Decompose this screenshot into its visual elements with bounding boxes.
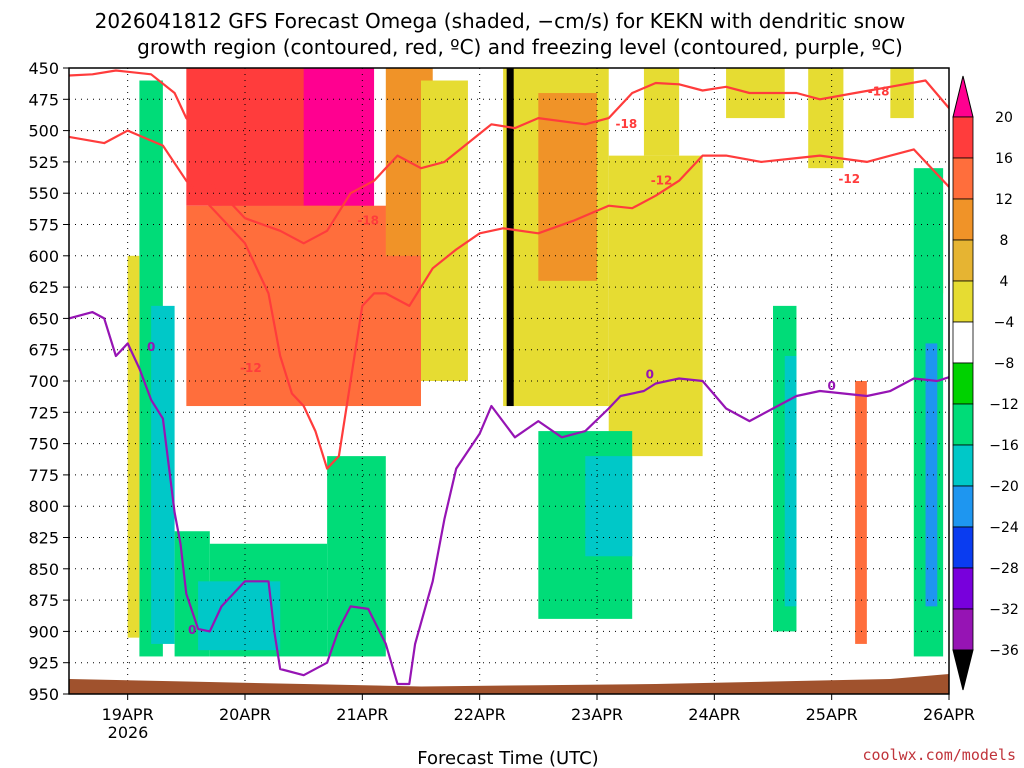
- contour-label: -12: [838, 172, 860, 186]
- omega-cell: [127, 255, 140, 638]
- x-axis: 19APR 20APR 21APR 22APR 23APR 24APR 25APR 26APR: [102, 694, 975, 724]
- contour-label: 0: [827, 379, 835, 393]
- y-tick-label: 950: [28, 685, 59, 704]
- omega-cell: [855, 381, 867, 644]
- omega-cell: [186, 68, 304, 206]
- x-tick-label: 25APR: [806, 705, 858, 724]
- y-tick-label: 875: [28, 591, 59, 610]
- credit-text: coolwx.com/models: [862, 746, 1016, 764]
- y-tick-label: 500: [28, 122, 59, 141]
- chart-title-line2: growth region (contoured, red, ºC) and f…: [137, 35, 903, 59]
- y-tick-label: 900: [28, 622, 59, 641]
- colorbar-label: −24: [989, 520, 1019, 536]
- omega-cell: [808, 68, 844, 169]
- colorbar: 20 16 12 8 4 −4 −8 −12 −16 −20 −24 −28 −32 −36: [952, 75, 1019, 691]
- y-tick-label: 775: [28, 466, 59, 485]
- contour-label: 0: [147, 340, 155, 354]
- colorbar-segment: [952, 280, 974, 323]
- contour-label: -12: [240, 361, 262, 375]
- colorbar-segment: [952, 567, 974, 610]
- y-tick-label: 600: [28, 247, 59, 266]
- year-label: 2026: [108, 723, 149, 742]
- omega-cell: [421, 80, 468, 382]
- omega-cell: [608, 155, 703, 457]
- contour-label: -18: [615, 117, 637, 131]
- omega-cell: [151, 305, 175, 644]
- omega-cell: [585, 456, 633, 557]
- colorbar-label: −12: [989, 397, 1019, 413]
- colorbar-label: 4: [1000, 274, 1009, 290]
- y-tick-label: 650: [28, 309, 59, 328]
- colorbar-label: −16: [989, 438, 1019, 454]
- x-tick-label: 26APR: [923, 705, 975, 724]
- y-tick-label: 550: [28, 184, 59, 203]
- colorbar-segment: [952, 239, 974, 282]
- omega-cell: [186, 205, 421, 407]
- colorbar-label: −32: [989, 602, 1019, 618]
- colorbar-label: 16: [995, 151, 1013, 167]
- x-tick-label: 24APR: [688, 705, 740, 724]
- colorbar-label: 8: [1000, 233, 1009, 249]
- contour-label: -18: [357, 214, 379, 228]
- x-tick-label: 20APR: [219, 705, 271, 724]
- y-tick-label: 525: [28, 153, 59, 172]
- colorbar-segment: [952, 116, 974, 159]
- y-tick-label: 725: [28, 403, 59, 422]
- y-tick-label: 750: [28, 435, 59, 454]
- contour-lines: [69, 69, 949, 686]
- colorbar-segment: [952, 362, 974, 405]
- y-tick-label: 475: [28, 90, 59, 109]
- omega-cell: [784, 355, 797, 607]
- x-tick-label: 23APR: [571, 705, 623, 724]
- colorbar-label: −20: [989, 479, 1019, 495]
- colorbar-bottom-triangle: [952, 649, 974, 691]
- contour-labels: -12 -12 -12 -18 -18 -18 0 0 0 0: [147, 85, 889, 637]
- y-tick-label: 675: [28, 341, 59, 360]
- dgz-contour--18: [69, 69, 949, 245]
- omega-cell: [198, 581, 281, 651]
- omega-cell: [890, 68, 914, 119]
- y-tick-label: 925: [28, 654, 59, 673]
- colorbar-label: 20: [995, 110, 1013, 126]
- colorbar-segment: [952, 157, 974, 200]
- colorbar-label: −36: [989, 643, 1019, 659]
- omega-spike-column: [506, 68, 514, 407]
- colorbar-segment: [952, 485, 974, 528]
- colorbar-segment: [952, 198, 974, 241]
- x-tick-label: 22APR: [454, 705, 506, 724]
- contour-label: 0: [646, 367, 654, 381]
- colorbar-segment: [952, 526, 974, 569]
- colorbar-label: −4: [994, 315, 1015, 331]
- y-tick-label: 625: [28, 278, 59, 297]
- x-tick-label: 21APR: [336, 705, 388, 724]
- colorbar-top-triangle: [952, 75, 974, 118]
- chart-title-line1: 2026041812 GFS Forecast Omega (shaded, −…: [95, 9, 906, 33]
- y-tick-label: 450: [28, 59, 59, 78]
- y-tick-label: 700: [28, 372, 59, 391]
- freezing-contour-0: [69, 311, 949, 686]
- y-tick-label: 575: [28, 216, 59, 235]
- dgz-contour--12: [69, 129, 949, 470]
- y-tick-label: 850: [28, 560, 59, 579]
- x-axis-label: Forecast Time (UTC): [417, 748, 598, 768]
- contour-label: 0: [188, 623, 196, 637]
- colorbar-segment: [952, 444, 974, 487]
- omega-cell: [925, 343, 938, 607]
- terrain-band: [69, 674, 949, 694]
- colorbar-label: 12: [995, 192, 1013, 208]
- y-tick-label: 800: [28, 497, 59, 516]
- colorbar-segment: [952, 403, 974, 446]
- colorbar-label: −8: [994, 356, 1015, 372]
- y-axis: 450 475 500 525 550 575 600 625 650 675 700 725 750 7…: [28, 59, 69, 704]
- y-tick-label: 825: [28, 529, 59, 548]
- contour-label: -18: [868, 85, 890, 99]
- colorbar-label: −28: [989, 561, 1019, 577]
- x-tick-label: 19APR: [102, 705, 154, 724]
- contour-label: -12: [651, 173, 673, 187]
- colorbar-segment: [952, 321, 974, 364]
- omega-cell: [643, 68, 680, 156]
- colorbar-segment: [952, 608, 974, 651]
